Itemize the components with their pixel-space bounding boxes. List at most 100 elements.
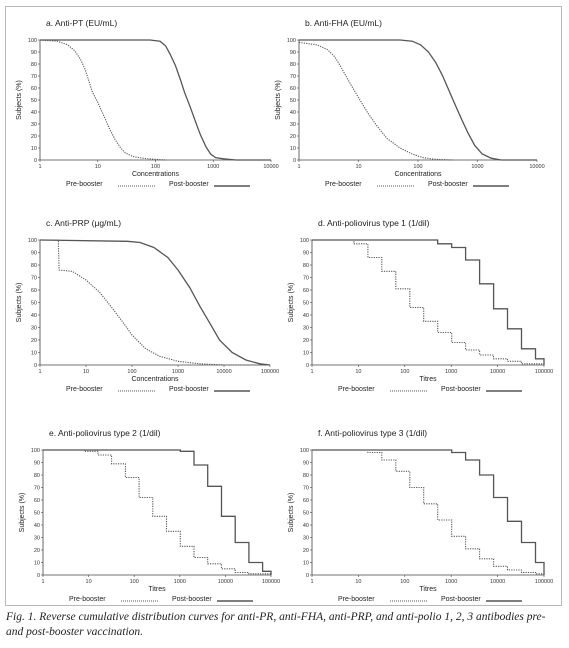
y-tick-label: 60 bbox=[31, 288, 37, 294]
x-tick-label: 1000 bbox=[207, 164, 219, 170]
panel-title: c. Anti-PRP (μg/mL) bbox=[46, 218, 121, 228]
y-tick-label: 90 bbox=[31, 251, 37, 257]
x-tick-label: 10000 bbox=[490, 579, 505, 585]
pre-booster-line bbox=[40, 239, 270, 366]
y-tick-label: 70 bbox=[31, 276, 37, 282]
legend-pre-label: Pre-booster bbox=[66, 386, 103, 393]
x-tick-label: 1000 bbox=[172, 369, 184, 375]
y-tick-label: 30 bbox=[31, 326, 37, 332]
x-tick-label: 10 bbox=[86, 579, 92, 585]
figure-canvas: a. Anti-PT (EU/mL)0102030405060708090100… bbox=[16, 18, 553, 603]
x-tick-label: 1 bbox=[310, 369, 313, 375]
y-tick-label: 40 bbox=[34, 523, 40, 529]
y-tick-label: 0 bbox=[306, 363, 309, 369]
x-axis-label: Titres bbox=[419, 586, 437, 593]
x-tick-label: 10000 bbox=[529, 164, 544, 170]
legend-post-label: Post-booster bbox=[169, 181, 209, 188]
x-tick-label: 100000 bbox=[262, 579, 280, 585]
x-tick-label: 1000 bbox=[174, 579, 186, 585]
panel-title: b. Anti-FHA (EU/mL) bbox=[305, 18, 382, 28]
y-tick-label: 80 bbox=[34, 473, 40, 479]
y-tick-label: 50 bbox=[303, 301, 309, 307]
post-booster-line bbox=[43, 449, 272, 575]
y-tick-label: 100 bbox=[300, 448, 309, 454]
y-tick-label: 70 bbox=[290, 74, 296, 80]
y-tick-label: 40 bbox=[31, 313, 37, 319]
y-tick-label: 100 bbox=[28, 38, 37, 44]
y-tick-label: 20 bbox=[34, 548, 40, 554]
y-tick-label: 10 bbox=[31, 351, 37, 357]
y-tick-label: 10 bbox=[303, 351, 309, 357]
legend-post-label: Post-booster bbox=[441, 596, 481, 603]
y-tick-label: 20 bbox=[31, 338, 37, 344]
y-tick-label: 80 bbox=[31, 263, 37, 269]
chart-panel-1: a. Anti-PT (EU/mL) 0 10 20 30 40 50 60 70 80 90 100… bbox=[16, 18, 279, 188]
y-tick-label: 90 bbox=[34, 461, 40, 467]
x-tick-label: 10 bbox=[355, 164, 361, 170]
x-tick-label: 1000 bbox=[445, 579, 457, 585]
y-tick-label: 0 bbox=[306, 573, 309, 579]
y-tick-label: 60 bbox=[34, 498, 40, 504]
pre-booster-line bbox=[39, 39, 166, 161]
y-tick-label: 30 bbox=[34, 536, 40, 542]
y-tick-label: 80 bbox=[303, 263, 309, 269]
y-tick-label: 40 bbox=[303, 523, 309, 529]
chart-panel-4: d. Anti-poliovirus type 1 (1/dil) 0 10 20 30… bbox=[288, 218, 553, 393]
y-tick-label: 100 bbox=[31, 448, 40, 454]
panel-title: d. Anti-poliovirus type 1 (1/dil) bbox=[318, 218, 430, 228]
x-tick-label: 1 bbox=[310, 579, 313, 585]
y-axis-label: Subjects (%) bbox=[275, 80, 282, 120]
x-axis-label: Concentrations bbox=[132, 171, 180, 178]
post-booster-line bbox=[312, 239, 545, 365]
y-axis-label: Subjects (%) bbox=[288, 493, 295, 533]
y-tick-label: 10 bbox=[34, 561, 40, 567]
x-axis-label: Titres bbox=[148, 586, 166, 593]
legend-pre-label: Pre-booster bbox=[325, 181, 362, 188]
x-tick-label: 100 bbox=[151, 164, 160, 170]
panel-title: e. Anti-poliovirus type 2 (1/dil) bbox=[49, 428, 161, 438]
post-booster-line bbox=[40, 39, 271, 161]
y-axis-label: Subjects (%) bbox=[16, 283, 23, 323]
legend-post-label: Post-booster bbox=[169, 386, 209, 393]
legend-post-label: Post-booster bbox=[172, 596, 212, 603]
chart-panel-6: f. Anti-poliovirus type 3 (1/dil) 0 10 20 30… bbox=[288, 428, 553, 603]
x-tick-label: 1 bbox=[41, 579, 44, 585]
x-tick-label: 100000 bbox=[535, 369, 553, 375]
x-tick-label: 100 bbox=[400, 369, 409, 375]
legend-pre-label: Pre-booster bbox=[338, 386, 375, 393]
x-tick-label: 10 bbox=[95, 164, 101, 170]
y-tick-label: 40 bbox=[290, 110, 296, 116]
y-tick-label: 100 bbox=[300, 238, 309, 244]
figure-frame: a. Anti-PT (EU/mL) 0 10 20 30 40 50 60 70 80 90 100… bbox=[5, 6, 562, 606]
y-tick-label: 50 bbox=[290, 98, 296, 104]
x-tick-label: 10000 bbox=[490, 369, 505, 375]
y-tick-label: 30 bbox=[290, 122, 296, 128]
chart-panel-2: b. Anti-FHA (EU/mL) 0 10 20 30 40 50 60 70 80 90 10… bbox=[275, 18, 545, 188]
x-tick-label: 1000 bbox=[471, 164, 483, 170]
y-tick-label: 0 bbox=[293, 158, 296, 164]
y-tick-label: 80 bbox=[303, 473, 309, 479]
x-axis-label: Concentrations bbox=[131, 376, 179, 383]
legend-pre-label: Pre-booster bbox=[66, 181, 103, 188]
x-tick-label: 1 bbox=[297, 164, 300, 170]
y-tick-label: 40 bbox=[303, 313, 309, 319]
y-axis-label: Subjects (%) bbox=[19, 493, 26, 533]
x-tick-label: 10000 bbox=[218, 579, 233, 585]
y-tick-label: 70 bbox=[303, 276, 309, 282]
y-tick-label: 90 bbox=[303, 461, 309, 467]
y-tick-label: 30 bbox=[303, 536, 309, 542]
y-tick-label: 0 bbox=[34, 363, 37, 369]
y-tick-label: 60 bbox=[290, 86, 296, 92]
x-tick-label: 1000 bbox=[445, 369, 457, 375]
y-tick-label: 50 bbox=[34, 511, 40, 517]
y-tick-label: 30 bbox=[31, 122, 37, 128]
y-axis-label: Subjects (%) bbox=[16, 80, 23, 120]
y-tick-label: 50 bbox=[31, 98, 37, 104]
y-tick-label: 20 bbox=[290, 134, 296, 140]
y-tick-label: 80 bbox=[31, 62, 37, 68]
y-tick-label: 0 bbox=[37, 573, 40, 579]
pre-booster-line bbox=[312, 239, 545, 365]
y-tick-label: 20 bbox=[303, 548, 309, 554]
y-tick-label: 50 bbox=[31, 301, 37, 307]
legend-pre-label: Pre-booster bbox=[69, 596, 106, 603]
